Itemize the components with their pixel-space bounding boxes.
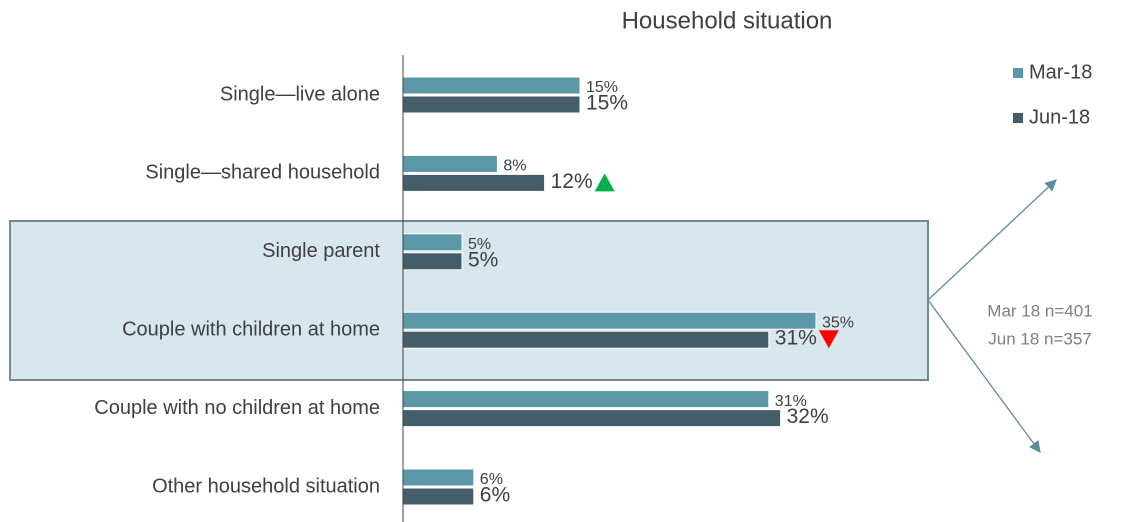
- data-label: 32%: [787, 405, 829, 428]
- arrow: [927, 299, 1041, 453]
- data-label: 31%: [775, 327, 817, 350]
- data-label: 12%: [551, 170, 593, 193]
- data-label: 6%: [480, 484, 510, 507]
- bar: [402, 409, 782, 428]
- bar: [402, 95, 581, 114]
- legend-label: Jun-18: [1029, 106, 1090, 128]
- bar: [402, 311, 817, 330]
- bar: [402, 154, 498, 173]
- y-tick-label: Couple with children at home: [122, 318, 380, 340]
- bar: [402, 390, 770, 409]
- data-label: 15%: [586, 92, 628, 115]
- data-label: 5%: [468, 248, 498, 271]
- bar: [402, 330, 770, 349]
- bar: [402, 252, 463, 271]
- y-tick-label: Single parent: [262, 240, 380, 262]
- data-label: 5%: [468, 236, 491, 253]
- chart-title: Household situation: [622, 7, 833, 34]
- significance-marker: [594, 173, 615, 192]
- bar: [402, 173, 546, 192]
- data-label: 6%: [480, 471, 503, 488]
- data-label: 15%: [586, 79, 618, 96]
- legend-swatch: [1013, 113, 1023, 123]
- data-label: 35%: [822, 314, 854, 331]
- highlight-box: [9, 220, 929, 381]
- y-tick-label: Couple with no children at home: [94, 397, 380, 419]
- data-label: 8%: [503, 158, 526, 175]
- annotation: Mar 18 n=401: [987, 301, 1092, 320]
- arrow: [927, 179, 1057, 301]
- bar: [402, 487, 475, 506]
- legend-label: Mar-18: [1029, 61, 1092, 83]
- data-label: 31%: [775, 393, 807, 410]
- y-tick-label: Single—live alone: [220, 83, 380, 105]
- y-tick-label: Single—shared household: [145, 162, 380, 184]
- bar: [402, 233, 463, 252]
- annotation: Jun 18 n=357: [988, 329, 1092, 348]
- legend-swatch: [1013, 68, 1023, 78]
- significance-marker: [818, 330, 839, 349]
- bar: [402, 468, 475, 487]
- bar: [402, 76, 581, 95]
- y-tick-label: Other household situation: [152, 475, 380, 497]
